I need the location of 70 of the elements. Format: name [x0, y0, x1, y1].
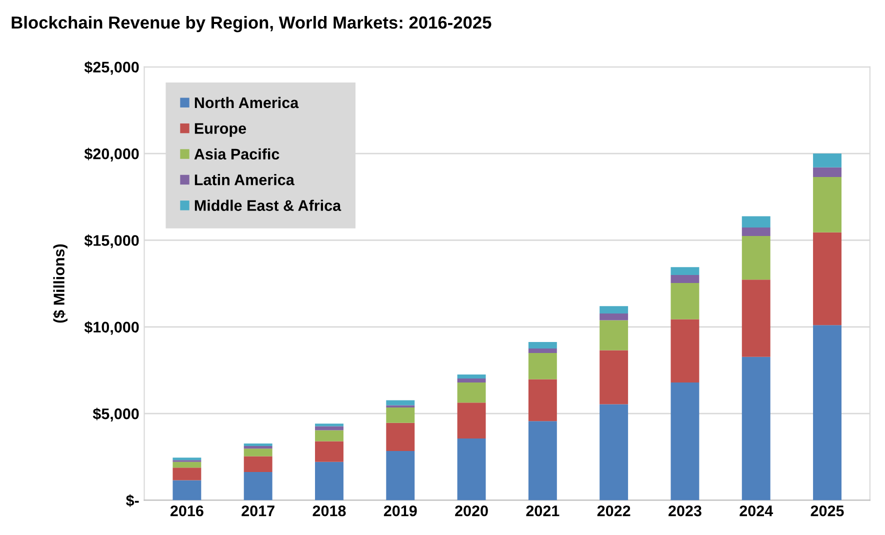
bar	[172, 462, 202, 468]
bar	[457, 378, 486, 383]
bar	[670, 382, 700, 500]
bar	[742, 228, 770, 236]
bar	[813, 167, 842, 177]
chart-title: Blockchain Revenue by Region, World Markets: 2016-2025	[12, 16, 492, 32]
y-tick-label: $20,000	[84, 148, 139, 162]
bar	[813, 154, 842, 168]
x-tick-label: 2017	[242, 505, 274, 516]
bar	[315, 430, 344, 442]
bar	[457, 382, 486, 403]
bar	[457, 374, 486, 379]
bar	[172, 480, 202, 500]
bar	[172, 468, 202, 480]
bar	[315, 426, 344, 430]
bar	[528, 421, 557, 500]
x-tick-label: 2025	[810, 505, 844, 516]
bar	[742, 216, 770, 228]
bar	[813, 232, 842, 326]
bar	[315, 462, 344, 500]
y-tick-label: $5,000	[92, 408, 139, 422]
bar	[386, 450, 415, 500]
x-tick-label: 2022	[597, 505, 630, 516]
y-tick-label: $25,000	[84, 61, 139, 75]
x-tick-label: 2016	[170, 505, 204, 516]
bar	[670, 319, 700, 383]
bar	[600, 314, 628, 320]
bar	[315, 441, 344, 462]
y-tick-label: $-	[126, 494, 139, 507]
bar	[244, 446, 272, 449]
bar	[244, 448, 272, 456]
legend-label: Latin America	[194, 174, 294, 186]
bar	[600, 350, 628, 404]
bar	[315, 424, 344, 426]
bar	[457, 402, 486, 439]
bar	[670, 267, 700, 276]
bar	[386, 407, 415, 423]
bar	[600, 404, 628, 500]
bar	[528, 353, 557, 380]
bar	[600, 320, 628, 350]
legend-label: Middle East & Africa	[194, 200, 342, 211]
legend-label: Asia Pacific	[194, 148, 280, 160]
y-tick-label: $15,000	[84, 234, 139, 248]
legend-label: North America	[194, 96, 299, 108]
x-tick-label: 2024	[740, 505, 774, 516]
bar	[528, 342, 557, 349]
bar	[172, 458, 202, 460]
x-tick-label: 2023	[668, 505, 702, 516]
bar	[670, 275, 700, 284]
x-tick-label: 2019	[384, 505, 417, 516]
bar	[528, 379, 557, 422]
bar	[813, 176, 842, 232]
bar	[742, 356, 770, 500]
y-tick-label: $10,000	[84, 321, 139, 335]
legend-label: Europe	[194, 123, 246, 137]
bar	[386, 422, 415, 451]
y-axis-title: ($ Millions)	[53, 244, 68, 323]
bar	[386, 400, 415, 406]
bar	[244, 472, 272, 500]
bar	[457, 438, 486, 500]
x-tick-label: 2021	[526, 505, 560, 516]
x-tick-label: 2018	[312, 505, 346, 516]
bar	[742, 280, 770, 357]
bar	[742, 236, 770, 280]
bar	[244, 456, 272, 472]
bar	[600, 306, 628, 314]
bar	[813, 325, 842, 500]
bar	[670, 283, 700, 320]
bar	[528, 348, 557, 354]
x-tick-label: 2020	[455, 505, 488, 516]
